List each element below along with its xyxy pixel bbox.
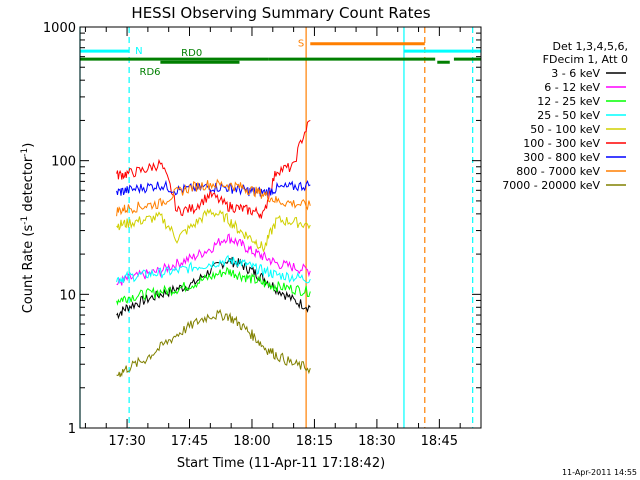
y-axis-label-part: -1 — [20, 148, 30, 157]
x-tick-label: 18:00 — [233, 434, 270, 449]
x-tick-label: 17:45 — [171, 434, 208, 449]
x-tick-label: 18:30 — [358, 434, 395, 449]
series-line — [116, 119, 311, 219]
series-line — [116, 266, 311, 306]
flag-bar-label: RD6 — [140, 67, 161, 78]
y-axis: 1 10 100 1000 — [43, 21, 481, 437]
y-axis-label: Count Rate (s-1 detector-1) — [20, 143, 36, 314]
flag-bar-label: S — [298, 39, 304, 50]
series-line — [116, 233, 311, 286]
legend-entry-label: 25 - 50 keV — [537, 109, 600, 122]
series-line — [116, 254, 311, 285]
legend-entry-label: 50 - 100 keV — [530, 123, 600, 136]
legend-entry-label: 12 - 25 keV — [537, 95, 600, 108]
y-tick-label: 100 — [51, 155, 76, 170]
chart-title: HESSI Observing Summary Count Rates — [131, 4, 430, 22]
legend-entry-label: 7000 - 20000 keV — [502, 179, 600, 192]
legend-entry-label: 3 - 6 keV — [551, 67, 600, 80]
legend: Det 1,3,4,5,6,FDecim 1, Att 03 - 6 keV6 … — [502, 40, 628, 192]
y-axis-label-part: Count Rate (s — [21, 225, 36, 314]
y-axis-label-part: -1 — [20, 216, 30, 225]
legend-entry-label: 6 - 12 keV — [544, 81, 600, 94]
legend-entry-label: 800 - 7000 keV — [516, 165, 600, 178]
legend-header-line: Det 1,3,4,5,6, — [552, 40, 628, 53]
flag-bar-label: RD0 — [181, 48, 202, 59]
x-tick-label: 18:45 — [421, 434, 458, 449]
flag-bar-label: N — [135, 46, 142, 57]
y-axis-label-part: ) — [21, 143, 36, 148]
series-line — [116, 178, 311, 217]
legend-header-line: FDecim 1, Att 0 — [543, 53, 628, 66]
x-tick-label: 18:15 — [296, 434, 333, 449]
legend-entry-label: 300 - 800 keV — [523, 151, 600, 164]
y-tick-label: 1 — [68, 422, 76, 437]
legend-entry-label: 100 - 300 keV — [523, 137, 600, 150]
series-line — [116, 208, 311, 253]
y-axis-label-part: detector — [21, 156, 36, 216]
x-tick-label: 17:30 — [108, 434, 145, 449]
x-axis-label: Start Time (11-Apr-11 17:18:42) — [177, 456, 385, 471]
series-line — [116, 308, 311, 378]
y-tick-label: 10 — [59, 288, 76, 303]
x-axis: 17:30 17:45 18:00 18:15 18:30 18:45 — [84, 27, 482, 449]
series-line — [116, 179, 311, 197]
y-tick-label: 1000 — [43, 21, 76, 36]
series-line — [116, 256, 311, 320]
footer-timestamp: 11-Apr-2011 14:55 — [562, 468, 637, 477]
plot-frame — [79, 26, 482, 429]
